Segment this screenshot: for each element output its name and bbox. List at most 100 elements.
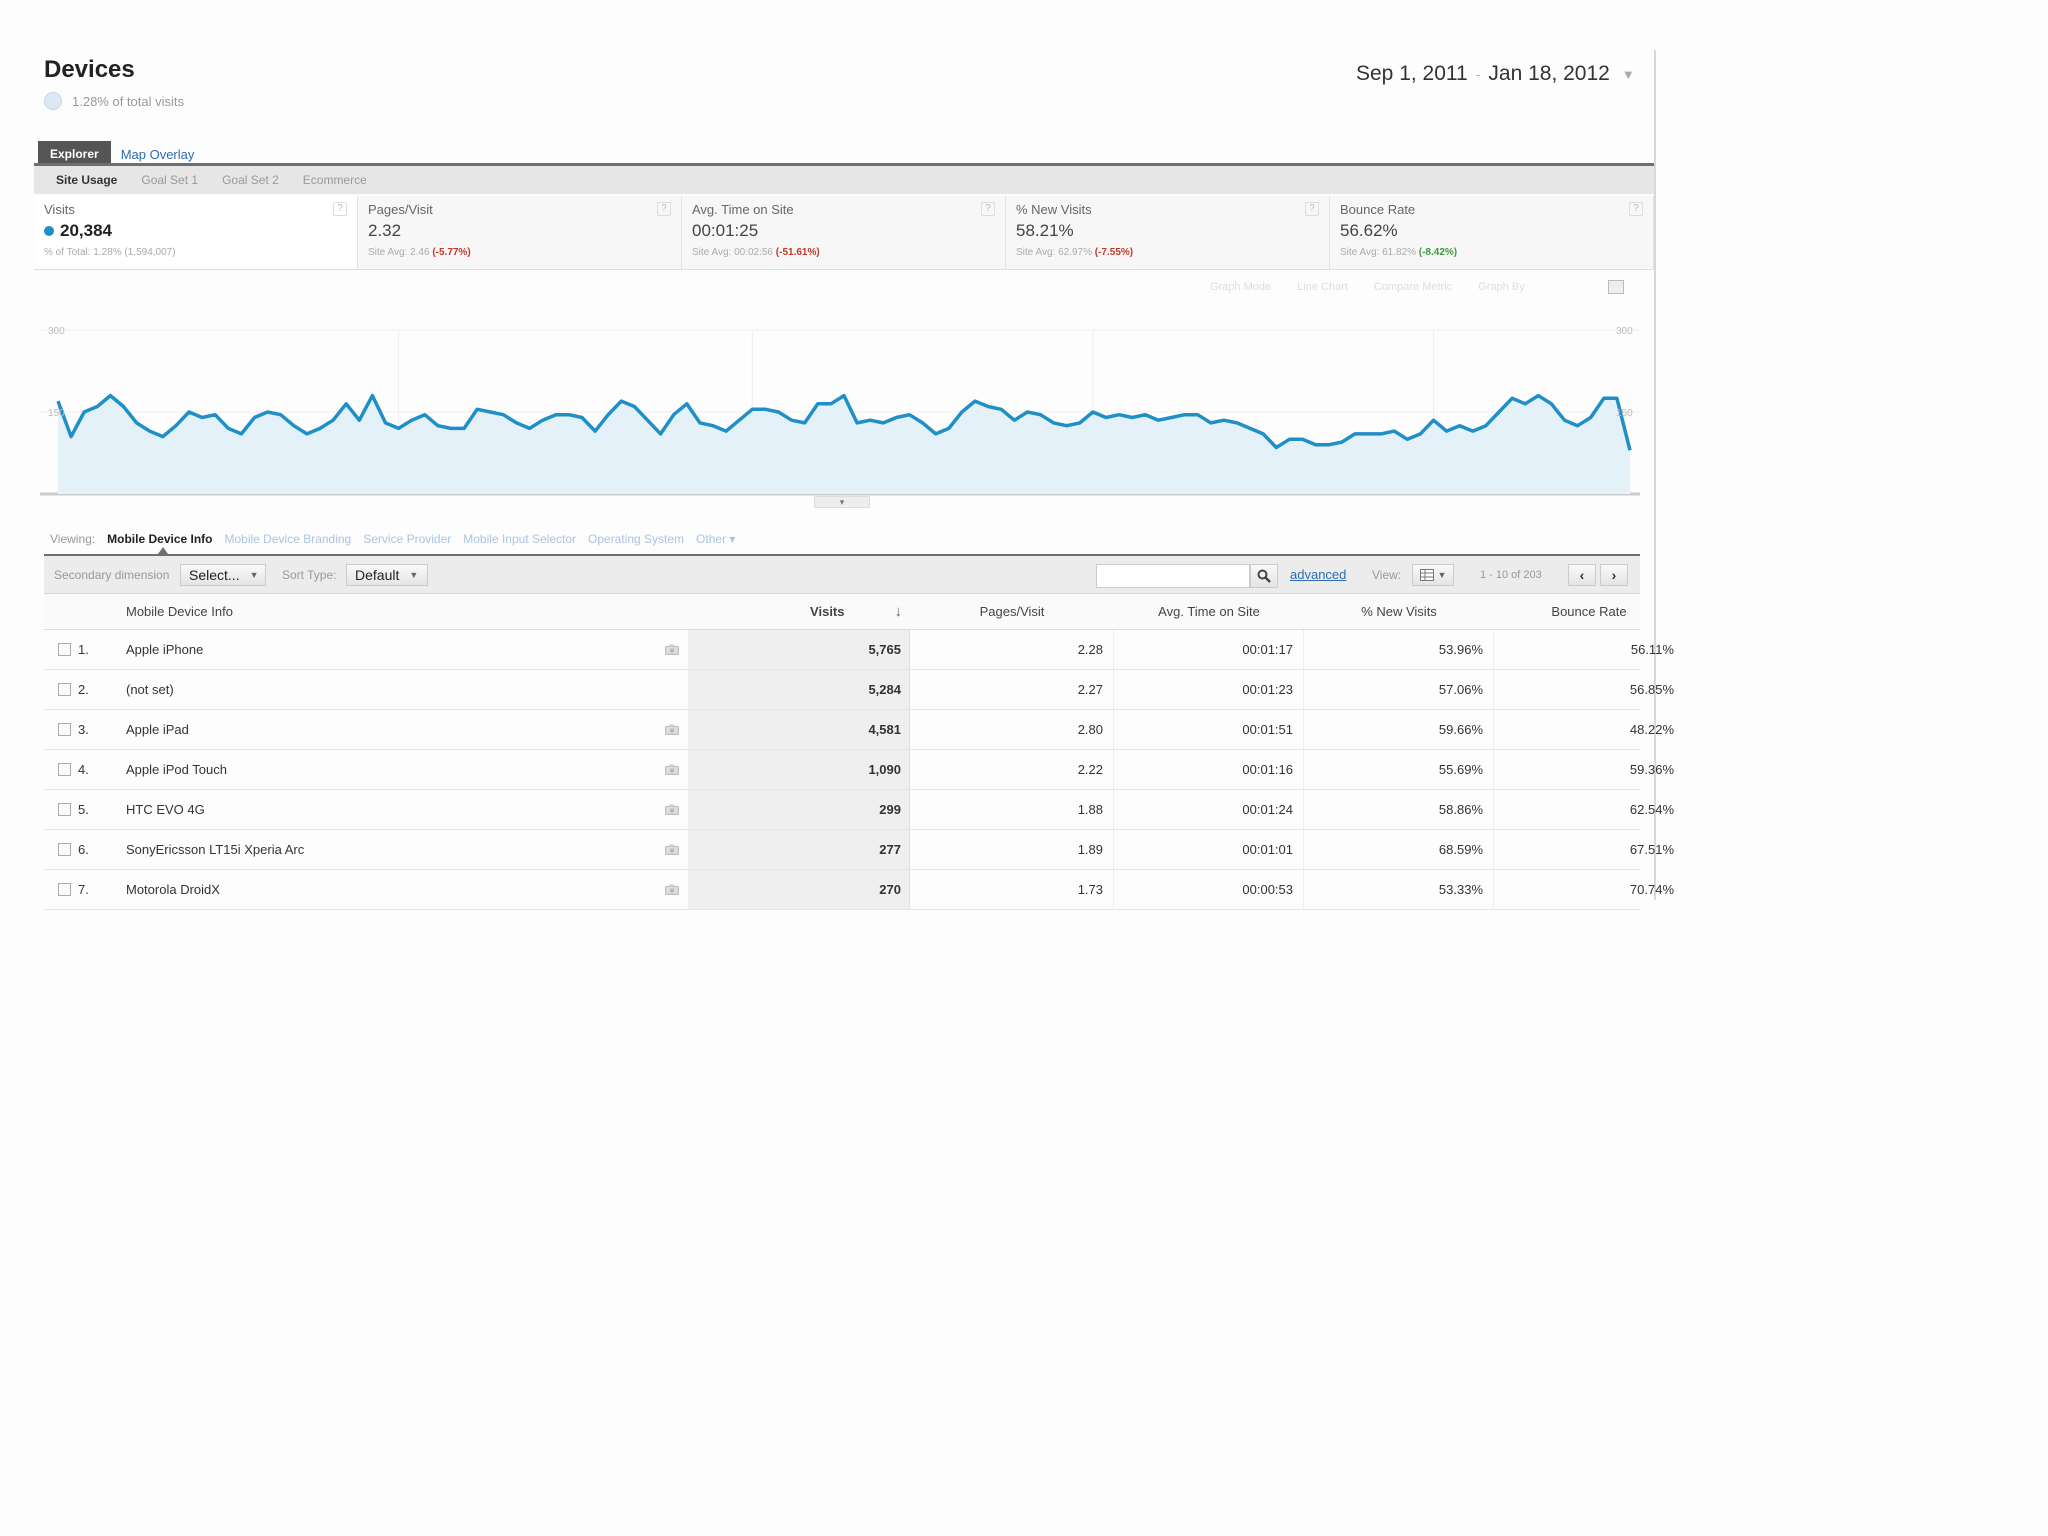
device-name[interactable]: (not set) [126,682,174,697]
device-name[interactable]: Apple iPod Touch [126,762,227,777]
row-number: 7. [78,882,89,897]
row-checkbox[interactable] [58,710,72,749]
camera-icon[interactable] [660,750,684,789]
select-value: Select... [189,567,240,583]
dimension-service-provider[interactable]: Service Provider [363,532,452,546]
advanced-filter-link[interactable]: advanced [1290,567,1347,582]
device-name[interactable]: SonyEricsson LT15i Xperia Arc [126,842,305,857]
help-icon[interactable]: ? [1629,202,1643,216]
compare-metric-link[interactable]: Compare Metric [1373,281,1453,293]
next-page-button[interactable]: › [1600,564,1628,586]
column-header-avg-time[interactable]: Avg. Time on Site [1158,604,1260,619]
date-start: Sep 1, 2011 [1356,62,1468,85]
dimension-mobile-device-info[interactable]: Mobile Device Info [107,532,213,546]
row-checkbox[interactable] [58,750,72,789]
dimension-other[interactable]: Other ▾ [696,532,735,546]
active-dimension-pointer [158,547,168,554]
metric-site-avg: Site Avg: 62.97% [1016,247,1095,258]
column-header-pages-visit[interactable]: Pages/Visit [979,604,1045,619]
search-button[interactable] [1250,564,1278,588]
help-icon[interactable]: ? [333,202,347,216]
dimension-mobile-device-branding[interactable]: Mobile Device Branding [224,532,352,546]
row-checkbox[interactable] [58,630,72,669]
table-row[interactable]: 7. Motorola DroidX 270 1.73 00:00:53 53.33% 70… [44,870,1674,910]
tab-map-overlay[interactable]: Map Overlay [120,147,195,162]
checkbox-box [58,803,71,816]
column-header-bounce-rate[interactable]: Bounce Rate [1551,604,1627,619]
visits-line-chart: Sep 1Oct 1Nov 1Dec 1Jan 1300300150150 [40,316,1640,502]
table-row[interactable]: 2. (not set) 5,284 2.27 00:01:23 57.06% 56.85% [44,670,1674,710]
metric-new-visits[interactable]: ? % New Visits 58.21% Site Avg: 62.97% (… [1006,196,1330,269]
chart-collapse-handle[interactable]: ▾ [814,496,870,508]
row-checkbox[interactable] [58,670,72,709]
previous-page-button[interactable]: ‹ [1568,564,1596,586]
viewing-label: Viewing: [50,532,96,546]
device-name[interactable]: HTC EVO 4G [126,802,205,817]
checkbox-box [58,763,71,776]
metric-avg-time[interactable]: ? Avg. Time on Site 00:01:25 Site Avg: 0… [682,196,1006,269]
dimension-mobile-input-selector[interactable]: Mobile Input Selector [463,532,576,546]
y-tick-label-right: 150 [1616,408,1633,419]
search-icon [1257,569,1271,583]
table-row[interactable]: 4. Apple iPod Touch 1,090 2.22 00:01:16 55.69… [44,750,1674,790]
metric-delta: (-7.55%) [1094,247,1134,258]
view-tabs: Explorer Map Overlay [38,141,194,166]
cell-new-visits: 58.86% [1304,790,1494,829]
camera-icon[interactable] [660,710,684,749]
table-row[interactable]: 3. Apple iPad 4,581 2.80 00:01:51 59.66% 48.22… [44,710,1674,750]
tab-ecommerce[interactable]: Ecommerce [302,173,367,187]
graph-by-link[interactable]: Graph By [1478,281,1525,293]
camera-icon[interactable] [660,790,684,829]
cell-new-visits: 53.96% [1304,630,1494,669]
cell-avg-time: 00:01:01 [1114,830,1304,869]
help-icon[interactable]: ? [657,202,671,216]
help-icon[interactable]: ? [981,202,995,216]
cell-bounce-rate: 62.54% [1629,802,1674,817]
table-row[interactable]: 1. Apple iPhone 5,765 2.28 00:01:17 53.96% 56.… [44,630,1674,670]
metric-label: Pages/Visit [368,202,433,217]
metric-pages-visit[interactable]: ? Pages/Visit 2.32 Site Avg: 2.46 (-5.77… [358,196,682,269]
row-number: 4. [78,762,89,777]
tab-goal-set-1[interactable]: Goal Set 1 [141,173,199,187]
dimension-operating-system[interactable]: Operating System [588,532,685,546]
secondary-dimension-select[interactable]: Select... ▼ [180,564,266,586]
graph-mode-link[interactable]: Graph Mode [1210,281,1272,293]
device-name[interactable]: Apple iPhone [126,642,204,657]
table-row[interactable]: 6. SonyEricsson LT15i Xperia Arc 277 1.89 00… [44,830,1674,870]
column-header-device[interactable]: Mobile Device Info [126,604,233,619]
row-checkbox[interactable] [58,870,72,909]
metric-visits[interactable]: ? Visits 20,384 % of Total: 1.28% (1,594… [34,196,358,269]
metric-bounce-rate[interactable]: ? Bounce Rate 56.62% Site Avg: 61.82% (-… [1330,196,1654,269]
cell-bounce-rate: 56.11% [1630,642,1674,657]
view-type-select[interactable]: ▼ [1412,564,1454,586]
row-number: 1. [78,642,89,657]
table-row[interactable]: 5. HTC EVO 4G 299 1.88 00:01:24 58.86% 62.54% [44,790,1674,830]
tab-explorer[interactable]: Explorer [38,141,111,166]
help-icon[interactable]: ? [1305,202,1319,216]
column-header-new-visits[interactable]: % New Visits [1361,604,1437,619]
camera-icon[interactable] [660,830,684,869]
metric-value: 00:01:25 [692,221,759,240]
tab-site-usage[interactable]: Site Usage [56,173,118,187]
device-name[interactable]: Motorola DroidX [126,882,220,897]
table-search-input[interactable] [1096,564,1250,588]
calendar-icon[interactable] [1608,280,1624,294]
metric-subtext: % of Total: 1.28% (1,594,007) [44,247,176,258]
camera-icon[interactable] [660,870,684,909]
sort-type-select[interactable]: Default ▼ [346,564,428,586]
column-header-visits[interactable]: Visits ↓ [688,594,910,629]
y-tick-label-right: 300 [1616,326,1633,337]
cell-bounce-rate: 56.85% [1629,682,1674,697]
table-body: 1. Apple iPhone 5,765 2.28 00:01:17 53.96% 56.… [44,630,1674,910]
line-chart-link[interactable]: Line Chart [1297,281,1348,293]
page-title: Devices [44,56,135,83]
tab-goal-set-2[interactable]: Goal Set 2 [222,173,279,187]
row-checkbox[interactable] [58,790,72,829]
row-checkbox[interactable] [58,830,72,869]
row-number: 3. [78,722,89,737]
camera-icon [660,670,684,709]
camera-icon[interactable] [660,630,684,669]
device-name[interactable]: Apple iPad [126,722,189,737]
select-value: Default [355,567,400,583]
date-range-picker[interactable]: Sep 1, 2011 - Jan 18, 2012 ▼ [1356,62,1635,86]
